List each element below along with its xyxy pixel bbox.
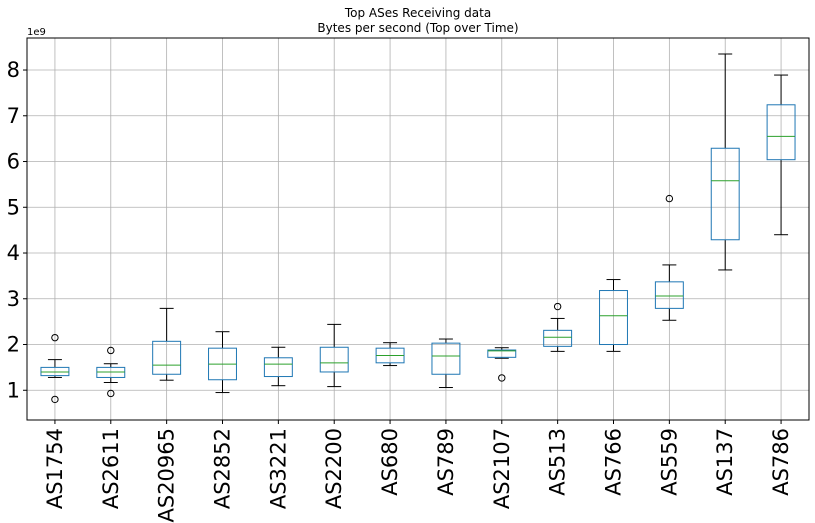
box-AS680 [375, 342, 405, 367]
box-AS2852 [208, 331, 237, 394]
x-tick-label-AS766: AS766 [602, 428, 626, 496]
axes-frame [26, 37, 810, 421]
box-body-AS20965 [152, 340, 182, 375]
box-AS513 [543, 302, 573, 352]
x-tick-label-AS559: AS559 [657, 428, 681, 496]
box-body-AS513 [543, 329, 573, 347]
box-body-AS766 [599, 290, 628, 346]
y-tick-label-2: 2 [7, 333, 20, 357]
y-axis: 1 2 3 4 5 6 7 8 [7, 58, 27, 402]
box-body-AS786 [766, 104, 796, 161]
x-tick-label-AS2107: AS2107 [490, 428, 514, 509]
x-tick-label-AS1754: AS1754 [43, 428, 67, 509]
x-tick-label-AS2611: AS2611 [99, 428, 123, 509]
outlier-AS2611-1 [107, 389, 115, 398]
outlier-AS2611-0 [107, 346, 115, 355]
plot-area [40, 53, 796, 404]
box-AS766 [599, 279, 628, 352]
chart-title: Top ASes Receiving data [344, 6, 491, 20]
outlier-AS559-0 [665, 194, 674, 203]
box-AS20965 [152, 307, 182, 381]
x-tick-label-AS2852: AS2852 [211, 428, 235, 509]
x-tick-label-AS789: AS789 [434, 428, 458, 496]
outlier-AS513-0 [553, 302, 562, 311]
chart-subtitle: Bytes per second (Top over Time) [317, 21, 518, 35]
x-tick-label-AS2200: AS2200 [322, 428, 346, 509]
y-tick-label-6: 6 [7, 150, 20, 174]
x-tick-label-AS20965: AS20965 [155, 428, 179, 523]
x-axis: AS1754 AS2611 AS20965 AS2852 AS3221 AS2200 AS6… [43, 420, 793, 523]
box-AS559 [654, 194, 684, 321]
box-AS786 [766, 74, 796, 236]
box-AS3221 [263, 346, 293, 387]
y-tick-label-5: 5 [7, 195, 20, 219]
y-tick-label-8: 8 [7, 58, 20, 82]
grid-lines [27, 38, 809, 420]
box-body-AS137 [710, 147, 740, 241]
box-body-AS789 [431, 342, 461, 375]
x-tick-label-AS137: AS137 [713, 428, 737, 496]
box-AS2200 [319, 323, 349, 388]
y-tick-label-7: 7 [7, 104, 20, 128]
y-tick-label-3: 3 [7, 287, 20, 311]
box-body-AS559 [654, 281, 684, 309]
box-AS789 [431, 338, 461, 389]
x-tick-label-AS513: AS513 [546, 428, 570, 496]
y-tick-label-1: 1 [7, 378, 20, 402]
box-AS2611 [96, 346, 126, 398]
x-tick-label-AS680: AS680 [378, 428, 402, 496]
outlier-AS1754-1 [51, 395, 59, 404]
box-body-AS3221 [263, 357, 293, 378]
box-AS1754 [40, 333, 70, 404]
x-tick-label-AS3221: AS3221 [266, 428, 290, 509]
x-tick-label-AS786: AS786 [769, 428, 793, 496]
box-AS2107 [487, 347, 517, 382]
y-tick-label-4: 4 [7, 241, 20, 265]
box-body-AS2107 [487, 349, 517, 358]
box-AS137 [710, 53, 740, 271]
outlier-AS2107-0 [498, 374, 506, 382]
outlier-AS1754-0 [51, 333, 59, 342]
box-body-AS2200 [319, 346, 349, 373]
y-axis-offset-label: 1e9 [27, 27, 46, 38]
